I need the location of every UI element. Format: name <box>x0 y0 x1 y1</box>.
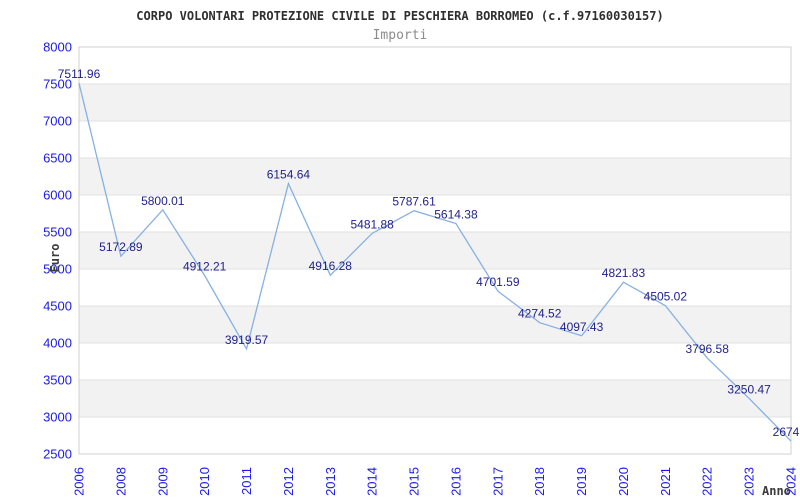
plot-band <box>79 380 791 417</box>
x-tick-label: 2017 <box>490 467 505 496</box>
data-point-label: 7511.96 <box>58 67 101 81</box>
data-point-label: 4821.83 <box>602 266 646 280</box>
plot-band <box>79 343 791 380</box>
data-point-label: 5614.38 <box>434 208 478 222</box>
chart-title: CORPO VOLONTARI PROTEZIONE CIVILE DI PES… <box>136 9 664 23</box>
data-point-label: 3796.58 <box>686 342 730 356</box>
x-tick-label: 2008 <box>113 467 128 496</box>
data-point-label: 4274.52 <box>518 307 562 321</box>
chart-subtitle: Importi <box>372 28 428 43</box>
x-tick-label: 2020 <box>616 467 631 496</box>
x-tick-label: 2012 <box>281 467 296 496</box>
x-axis-title: Anno <box>762 484 791 498</box>
data-point-label: 4701.59 <box>476 275 520 289</box>
x-tick-label: 2014 <box>365 467 380 496</box>
y-tick-label: 6000 <box>43 188 72 203</box>
x-tick-label: 2016 <box>448 467 463 496</box>
plot-band <box>79 158 791 195</box>
x-tick-label: 2024 <box>784 467 799 496</box>
x-tick-label: 2015 <box>407 467 422 496</box>
plot-band <box>79 306 791 343</box>
y-tick-label: 3000 <box>43 410 72 425</box>
data-point-label: 6154.64 <box>267 168 311 182</box>
plot-band <box>79 121 791 158</box>
plot-band <box>79 417 791 454</box>
x-tick-label: 2011 <box>239 467 254 495</box>
data-point-label: 5481.88 <box>350 217 394 231</box>
x-tick-label: 2022 <box>700 467 715 496</box>
plot-band <box>79 269 791 306</box>
x-tick-label: 2009 <box>155 467 170 496</box>
data-point-label: 3250.47 <box>727 382 771 396</box>
data-point-label: 4912.21 <box>183 259 227 273</box>
y-axis-title: Euro <box>48 244 62 273</box>
data-point-label: 4097.43 <box>560 320 604 334</box>
data-point-label: 5800.01 <box>141 194 185 208</box>
y-tick-label: 3500 <box>43 373 72 388</box>
data-point-label: 5172.89 <box>99 240 143 254</box>
y-tick-label: 6500 <box>43 151 72 166</box>
plot-band <box>79 84 791 121</box>
x-tick-label: 2018 <box>532 467 547 496</box>
y-tick-label: 5500 <box>43 225 72 240</box>
x-tick-label: 2023 <box>742 467 757 496</box>
data-point-label: 4505.02 <box>644 290 688 304</box>
data-point-label: 4916.28 <box>309 259 353 273</box>
plot-band <box>79 47 791 84</box>
y-tick-label: 2500 <box>43 447 72 462</box>
data-series-line <box>78 82 792 442</box>
plot-border <box>78 46 792 455</box>
y-tick-label: 7500 <box>43 77 72 92</box>
plot-band <box>79 195 791 232</box>
data-point-label: 2674.8 <box>773 425 800 439</box>
plot-band <box>79 232 791 269</box>
y-tick-label: 8000 <box>43 40 72 55</box>
x-tick-label: 2013 <box>323 467 338 496</box>
data-point-label: 5787.61 <box>392 195 436 209</box>
data-point-label: 3919.57 <box>225 333 269 347</box>
x-tick-label: 2019 <box>574 467 589 496</box>
y-tick-label: 7000 <box>43 114 72 129</box>
y-tick-label: 4000 <box>43 336 72 351</box>
y-tick-label: 5000 <box>43 262 72 277</box>
x-tick-label: 2010 <box>197 467 212 496</box>
x-tick-label: 2006 <box>72 467 87 496</box>
x-tick-label: 2021 <box>658 467 673 496</box>
y-tick-label: 4500 <box>43 299 72 314</box>
